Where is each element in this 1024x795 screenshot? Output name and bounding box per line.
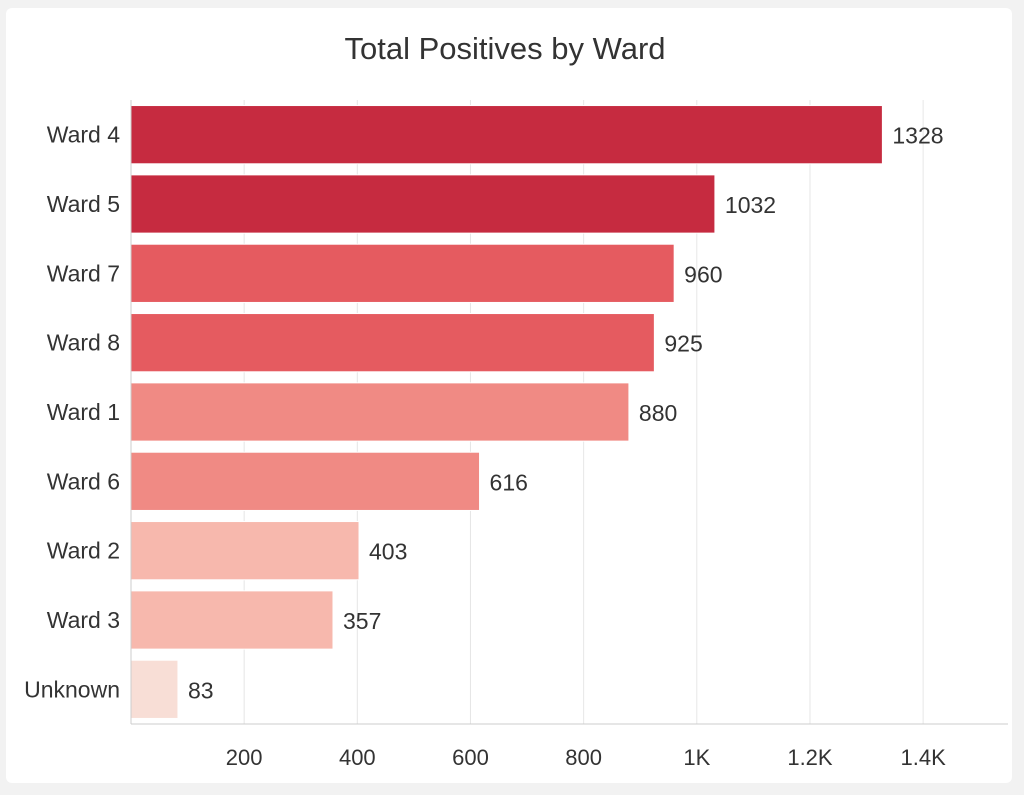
bar[interactable]: [130, 590, 334, 650]
bar[interactable]: [130, 659, 179, 719]
data-label: 880: [639, 400, 677, 426]
x-axis-ticks: 200 400 600 800 1K 1.2K 1.4K: [226, 745, 946, 770]
bar[interactable]: [130, 451, 481, 511]
bar[interactable]: [130, 243, 675, 303]
chart-title: Total Positives by Ward: [344, 31, 665, 66]
x-tick-label: 600: [452, 745, 489, 770]
data-labels: 1328 1032 960 925 880 616 403 357 83: [188, 123, 944, 704]
data-label: 83: [188, 677, 214, 703]
bar[interactable]: [130, 382, 630, 442]
category-label: Ward 5: [47, 191, 120, 217]
category-label: Ward 7: [47, 260, 120, 286]
x-tick-label: 1.2K: [787, 745, 833, 770]
category-labels: Ward 4 Ward 5 Ward 7 Ward 8 Ward 1 Ward 6 Ward…: [24, 122, 120, 703]
x-tick-label: 200: [226, 745, 263, 770]
bar[interactable]: [130, 313, 655, 373]
x-tick-label: 1.4K: [900, 745, 946, 770]
x-tick-label: 800: [565, 745, 602, 770]
data-label: 960: [684, 261, 722, 287]
bar[interactable]: [130, 105, 883, 165]
x-tick-label: 1K: [683, 745, 710, 770]
data-label: 1328: [892, 123, 943, 149]
data-label: 403: [369, 539, 407, 565]
category-label: Ward 2: [47, 538, 120, 564]
category-label: Ward 3: [47, 607, 120, 633]
category-label: Ward 1: [47, 399, 120, 425]
bar[interactable]: [130, 174, 716, 234]
data-label: 616: [490, 469, 528, 495]
bars: [130, 105, 883, 719]
x-tick-label: 400: [339, 745, 376, 770]
data-label: 925: [664, 331, 702, 357]
data-label: 1032: [725, 192, 776, 218]
bar[interactable]: [130, 521, 360, 581]
category-label: Ward 8: [47, 330, 120, 356]
category-label: Ward 4: [47, 122, 120, 148]
data-label: 357: [343, 608, 381, 634]
category-label: Unknown: [24, 676, 120, 702]
category-label: Ward 6: [47, 468, 120, 494]
